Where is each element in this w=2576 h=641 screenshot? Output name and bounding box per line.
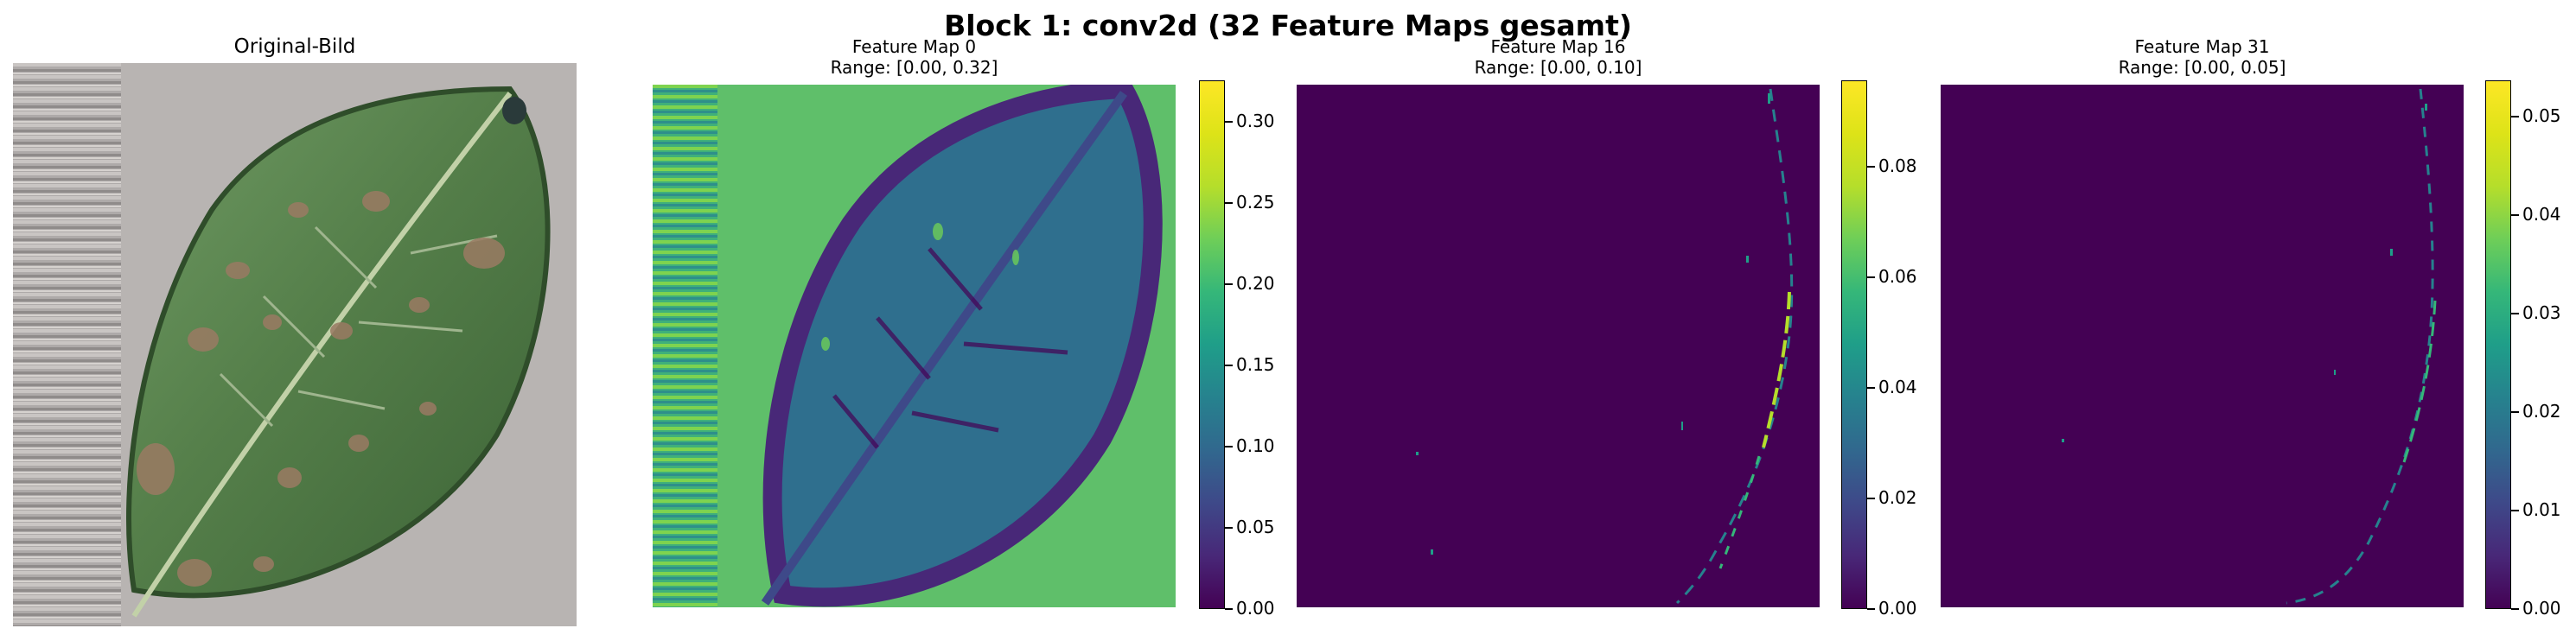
colorbar-0-tick-label: 0.30 (1236, 111, 1275, 131)
feature-map-0-name: Feature Map 0 (851, 36, 977, 57)
colorbar-16-tick (1867, 387, 1875, 389)
colorbar-0-tick-label: 0.00 (1236, 598, 1275, 619)
colorbar-16-tick (1867, 166, 1875, 168)
colorbar-31-tick (2511, 313, 2519, 314)
colorbar-31-tick-label: 0.00 (2522, 598, 2561, 619)
colorbar-31-tick (2511, 116, 2519, 117)
colorbar-31-tick (2511, 214, 2519, 216)
colorbar-31-tick-label: 0.02 (2522, 401, 2561, 422)
colorbar-0-tick (1225, 527, 1233, 529)
colorbar-31-tick-label: 0.01 (2522, 499, 2561, 520)
colorbar-0-tick-label: 0.15 (1236, 354, 1275, 375)
original-leaf-image (13, 63, 577, 626)
colorbar-0-tick-label: 0.05 (1236, 517, 1275, 537)
colorbar-31-tick (2511, 608, 2519, 610)
colorbar-0-tick-label: 0.25 (1236, 192, 1275, 213)
colorbar-16-tick-label: 0.06 (1878, 266, 1917, 287)
colorbar-0-tick (1225, 121, 1233, 123)
feature-map-0-heatmap (653, 85, 1176, 607)
colorbar-16-tick-label: 0.04 (1878, 377, 1917, 397)
feature-map-16-name: Feature Map 16 (1490, 36, 1626, 57)
feature-map-16-heatmap (1297, 85, 1820, 607)
feature-map-0-title: Feature Map 0 Range: [0.00, 0.32] (653, 36, 1176, 78)
colorbar-16-tick-label: 0.00 (1878, 598, 1917, 619)
feature-map-31-name: Feature Map 31 (2134, 36, 2270, 57)
colorbar-31-tick (2511, 411, 2519, 413)
colorbar-0-tick (1225, 608, 1233, 610)
colorbar-16-tick (1867, 276, 1875, 278)
colorbar-0-tick (1225, 202, 1233, 204)
colorbar-16-tick-label: 0.08 (1878, 155, 1917, 176)
colorbar-0-tick (1225, 365, 1233, 366)
colorbar-16-tick (1867, 608, 1875, 610)
colorbar-31-tick-label: 0.04 (2522, 204, 2561, 225)
colorbar-31-tick-label: 0.05 (2522, 105, 2561, 126)
colorbar-0-tick (1225, 283, 1233, 285)
colorbar-0-tick-label: 0.10 (1236, 435, 1275, 456)
feature-map-31-colorbar (2485, 80, 2511, 609)
colorbar-16-tick-label: 0.02 (1878, 487, 1917, 508)
feature-map-31-range: Range: [0.00, 0.05] (2118, 57, 2286, 78)
feature-map-0-colorbar (1199, 80, 1225, 609)
figure-title: Block 1: conv2d (32 Feature Maps gesamt) (944, 9, 1632, 42)
colorbar-31-tick-label: 0.03 (2522, 302, 2561, 323)
original-image-title: Original-Bild (233, 35, 356, 58)
feature-map-0-range: Range: [0.00, 0.32] (830, 57, 998, 78)
colorbar-31-tick (2511, 510, 2519, 511)
feature-map-16-title: Feature Map 16 Range: [0.00, 0.10] (1297, 36, 1820, 78)
colorbar-0-tick-label: 0.20 (1236, 273, 1275, 294)
colorbar-0-tick (1225, 446, 1233, 447)
feature-map-16-colorbar (1841, 80, 1867, 609)
feature-map-16-range: Range: [0.00, 0.10] (1474, 57, 1642, 78)
feature-map-31-title: Feature Map 31 Range: [0.00, 0.05] (1941, 36, 2464, 78)
feature-map-31-heatmap (1941, 85, 2464, 607)
colorbar-16-tick (1867, 498, 1875, 499)
